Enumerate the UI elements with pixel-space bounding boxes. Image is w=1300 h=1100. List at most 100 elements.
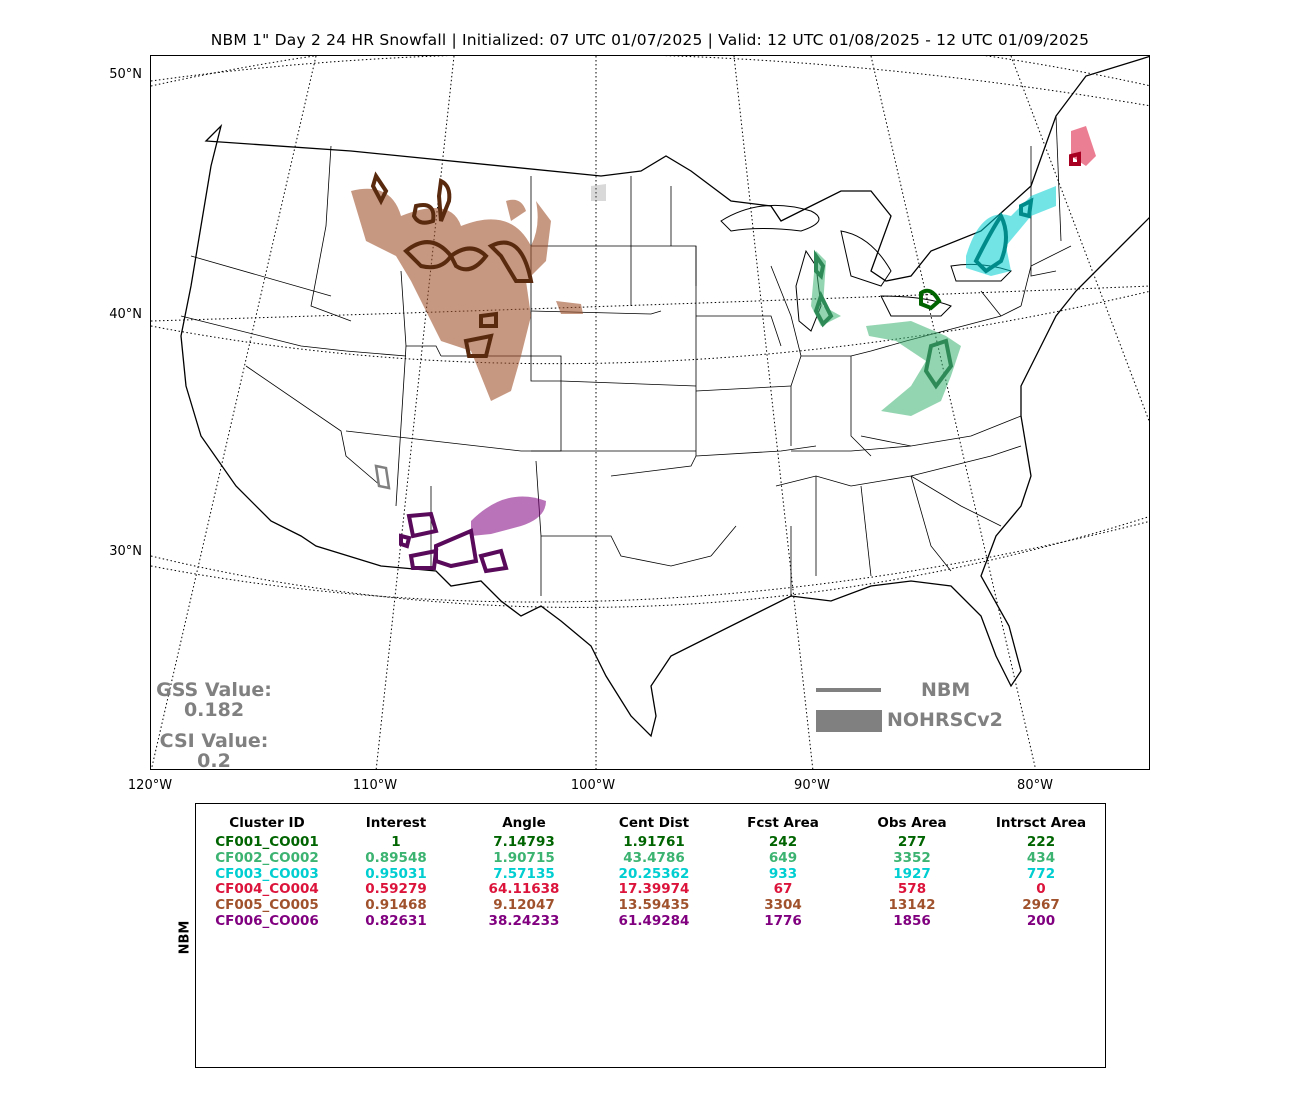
forecast-cluster-cyan-2: [1019, 197, 1034, 219]
forecast-cluster-gray: [374, 464, 391, 490]
table-cell-cent-dist: 61.49284: [618, 913, 690, 929]
table-cell-intrsct-area: 200: [1026, 913, 1056, 929]
observed-cluster-brown-3: [506, 199, 526, 221]
table-cell-cluster-id: CF002_CO002: [215, 849, 319, 866]
table-cell-fcst-area: 242: [768, 834, 798, 850]
table-cell-interest: 1: [391, 834, 401, 850]
forecast-cluster-brown-2: [411, 203, 436, 225]
legend-nohrsc-label: NOHRSCv2: [887, 709, 1003, 731]
table-cell-cluster-id: CF006_CO006: [215, 913, 319, 929]
legend-nohrsc-swatch: [816, 710, 882, 732]
graticule-curves: [151, 56, 1149, 603]
lon-label-110w: 110°W: [352, 778, 398, 793]
table-cell-interest: 0.59279: [365, 881, 427, 898]
table-cell-obs-area: 13142: [888, 897, 936, 914]
table-cell-cluster-id: CF001_CO001: [215, 834, 319, 850]
table-cell-fcst-area: 649: [768, 849, 798, 866]
observed-cluster-red: [1071, 126, 1096, 166]
observed-clusters: [351, 126, 1096, 536]
state-boundaries: [180, 115, 1072, 596]
table-cell-obs-area: 1927: [893, 865, 931, 882]
table-cell-cluster-id: CF003_CO003: [215, 865, 319, 882]
table-cell-obs-area: 1856: [893, 913, 931, 929]
forecast-cluster-medium-green-1: [814, 249, 826, 281]
forecast-cluster-brown-5: [448, 246, 489, 272]
forecast-cluster-purple-5: [478, 548, 509, 574]
table-cell-intrsct-area: 772: [1026, 865, 1056, 882]
table-cell-cent-dist: 20.25362: [618, 865, 690, 882]
table-cell-fcst-area: 3304: [764, 897, 802, 914]
forecast-cluster-purple-2: [399, 533, 412, 549]
table-cell-cluster-id: CF004_CO004: [215, 881, 319, 898]
table-cell-obs-area: 3352: [893, 849, 931, 866]
forecast-cluster-purple-3: [434, 528, 479, 569]
table-side-label: NBM: [177, 920, 193, 955]
table-cell-fcst-area: 1776: [764, 913, 802, 929]
observed-cluster-cyan: [966, 186, 1056, 276]
forecast-clusters: [370, 151, 1081, 574]
table-cell-angle: 64.11638: [488, 881, 560, 898]
table-cell-angle: 1.90715: [493, 849, 555, 866]
table-cell-intrsct-area: 2967: [1022, 897, 1060, 914]
col-cent-dist-header: Cent Dist: [618, 815, 690, 831]
observed-cluster-purple: [471, 496, 546, 536]
forecast-cluster-dark-green: [919, 288, 942, 311]
table-cell-interest: 0.91468: [365, 897, 427, 914]
table-cell-angle: 9.12047: [493, 897, 555, 914]
table-cell-interest: 0.95031: [365, 865, 427, 882]
latitude-lines: [151, 56, 1149, 608]
table-cell-intrsct-area: 222: [1026, 834, 1056, 850]
table-cell-angle: 7.14793: [493, 834, 555, 850]
col-fcst-area-header: Fcst Area: [747, 815, 819, 831]
forecast-cluster-brown-8: [463, 333, 494, 358]
table-cell-cent-dist: 17.39974: [618, 881, 690, 898]
table-cell-obs-area: 277: [897, 834, 927, 850]
forecast-cluster-purple-1: [406, 511, 439, 539]
lon-label-90w: 90°W: [794, 778, 830, 793]
col-interest-header: Interest: [365, 815, 427, 831]
lat-label-40: 40°N: [109, 307, 142, 322]
lon-label-120w: 120°W: [127, 778, 173, 793]
cluster-stats-table: [195, 803, 1106, 1068]
forecast-cluster-cyan-1: [973, 212, 1008, 274]
forecast-cluster-medium-green-3: [923, 338, 954, 390]
col-cluster-id-header: Cluster ID: [229, 815, 305, 831]
table-cell-interest: 0.89548: [365, 849, 427, 866]
table-cell-cent-dist: 43.4786: [623, 849, 685, 866]
lon-label-100w: 100°W: [570, 778, 616, 793]
forecast-cluster-red: [1069, 151, 1081, 166]
lon-label-80w: 80°W: [1017, 778, 1053, 793]
forecast-cluster-purple-4: [408, 548, 439, 570]
observed-cluster-gray: [591, 184, 606, 201]
snowfall-map: [150, 55, 1150, 770]
table-cell-angle: 38.24233: [488, 913, 560, 929]
col-angle-header: Angle: [502, 815, 546, 831]
table-cell-angle: 7.57135: [493, 865, 555, 882]
map-svg: [151, 56, 1149, 769]
us-outline: [180, 56, 1149, 738]
table-cell-fcst-area: 67: [773, 881, 793, 898]
gss-value: 0.182: [183, 699, 245, 721]
csi-label: CSI Value:: [159, 730, 269, 752]
table-cell-cent-dist: 1.91761: [623, 834, 685, 850]
table-cell-cluster-id: CF005_CO005: [215, 897, 319, 914]
legend-nbm-label: NBM: [921, 679, 971, 701]
gss-label: GSS Value:: [156, 679, 272, 701]
forecast-cluster-brown-1: [370, 171, 389, 206]
forecast-cluster-brown-7: [479, 311, 498, 328]
lat-label-30: 30°N: [109, 544, 142, 559]
map-title: NBM 1" Day 2 24 HR Snowfall | Initialize…: [210, 31, 1090, 49]
forecast-cluster-medium-green-2: [813, 290, 834, 328]
table-cell-interest: 0.82631: [365, 913, 427, 929]
col-obs-area-header: Obs Area: [877, 815, 947, 831]
observed-cluster-brown-2: [556, 301, 583, 314]
table-cell-fcst-area: 933: [768, 865, 798, 882]
table-cell-intrsct-area: 434: [1026, 849, 1056, 866]
table-cell-intrsct-area: 0: [1036, 881, 1046, 898]
longitude-lines: [151, 56, 1149, 769]
forecast-cluster-brown-6: [487, 240, 534, 283]
csi-value: 0.2: [197, 750, 231, 772]
lat-label-50: 50°N: [109, 67, 142, 82]
forecast-cluster-brown-3: [436, 177, 452, 222]
observed-cluster-brown: [351, 188, 551, 401]
